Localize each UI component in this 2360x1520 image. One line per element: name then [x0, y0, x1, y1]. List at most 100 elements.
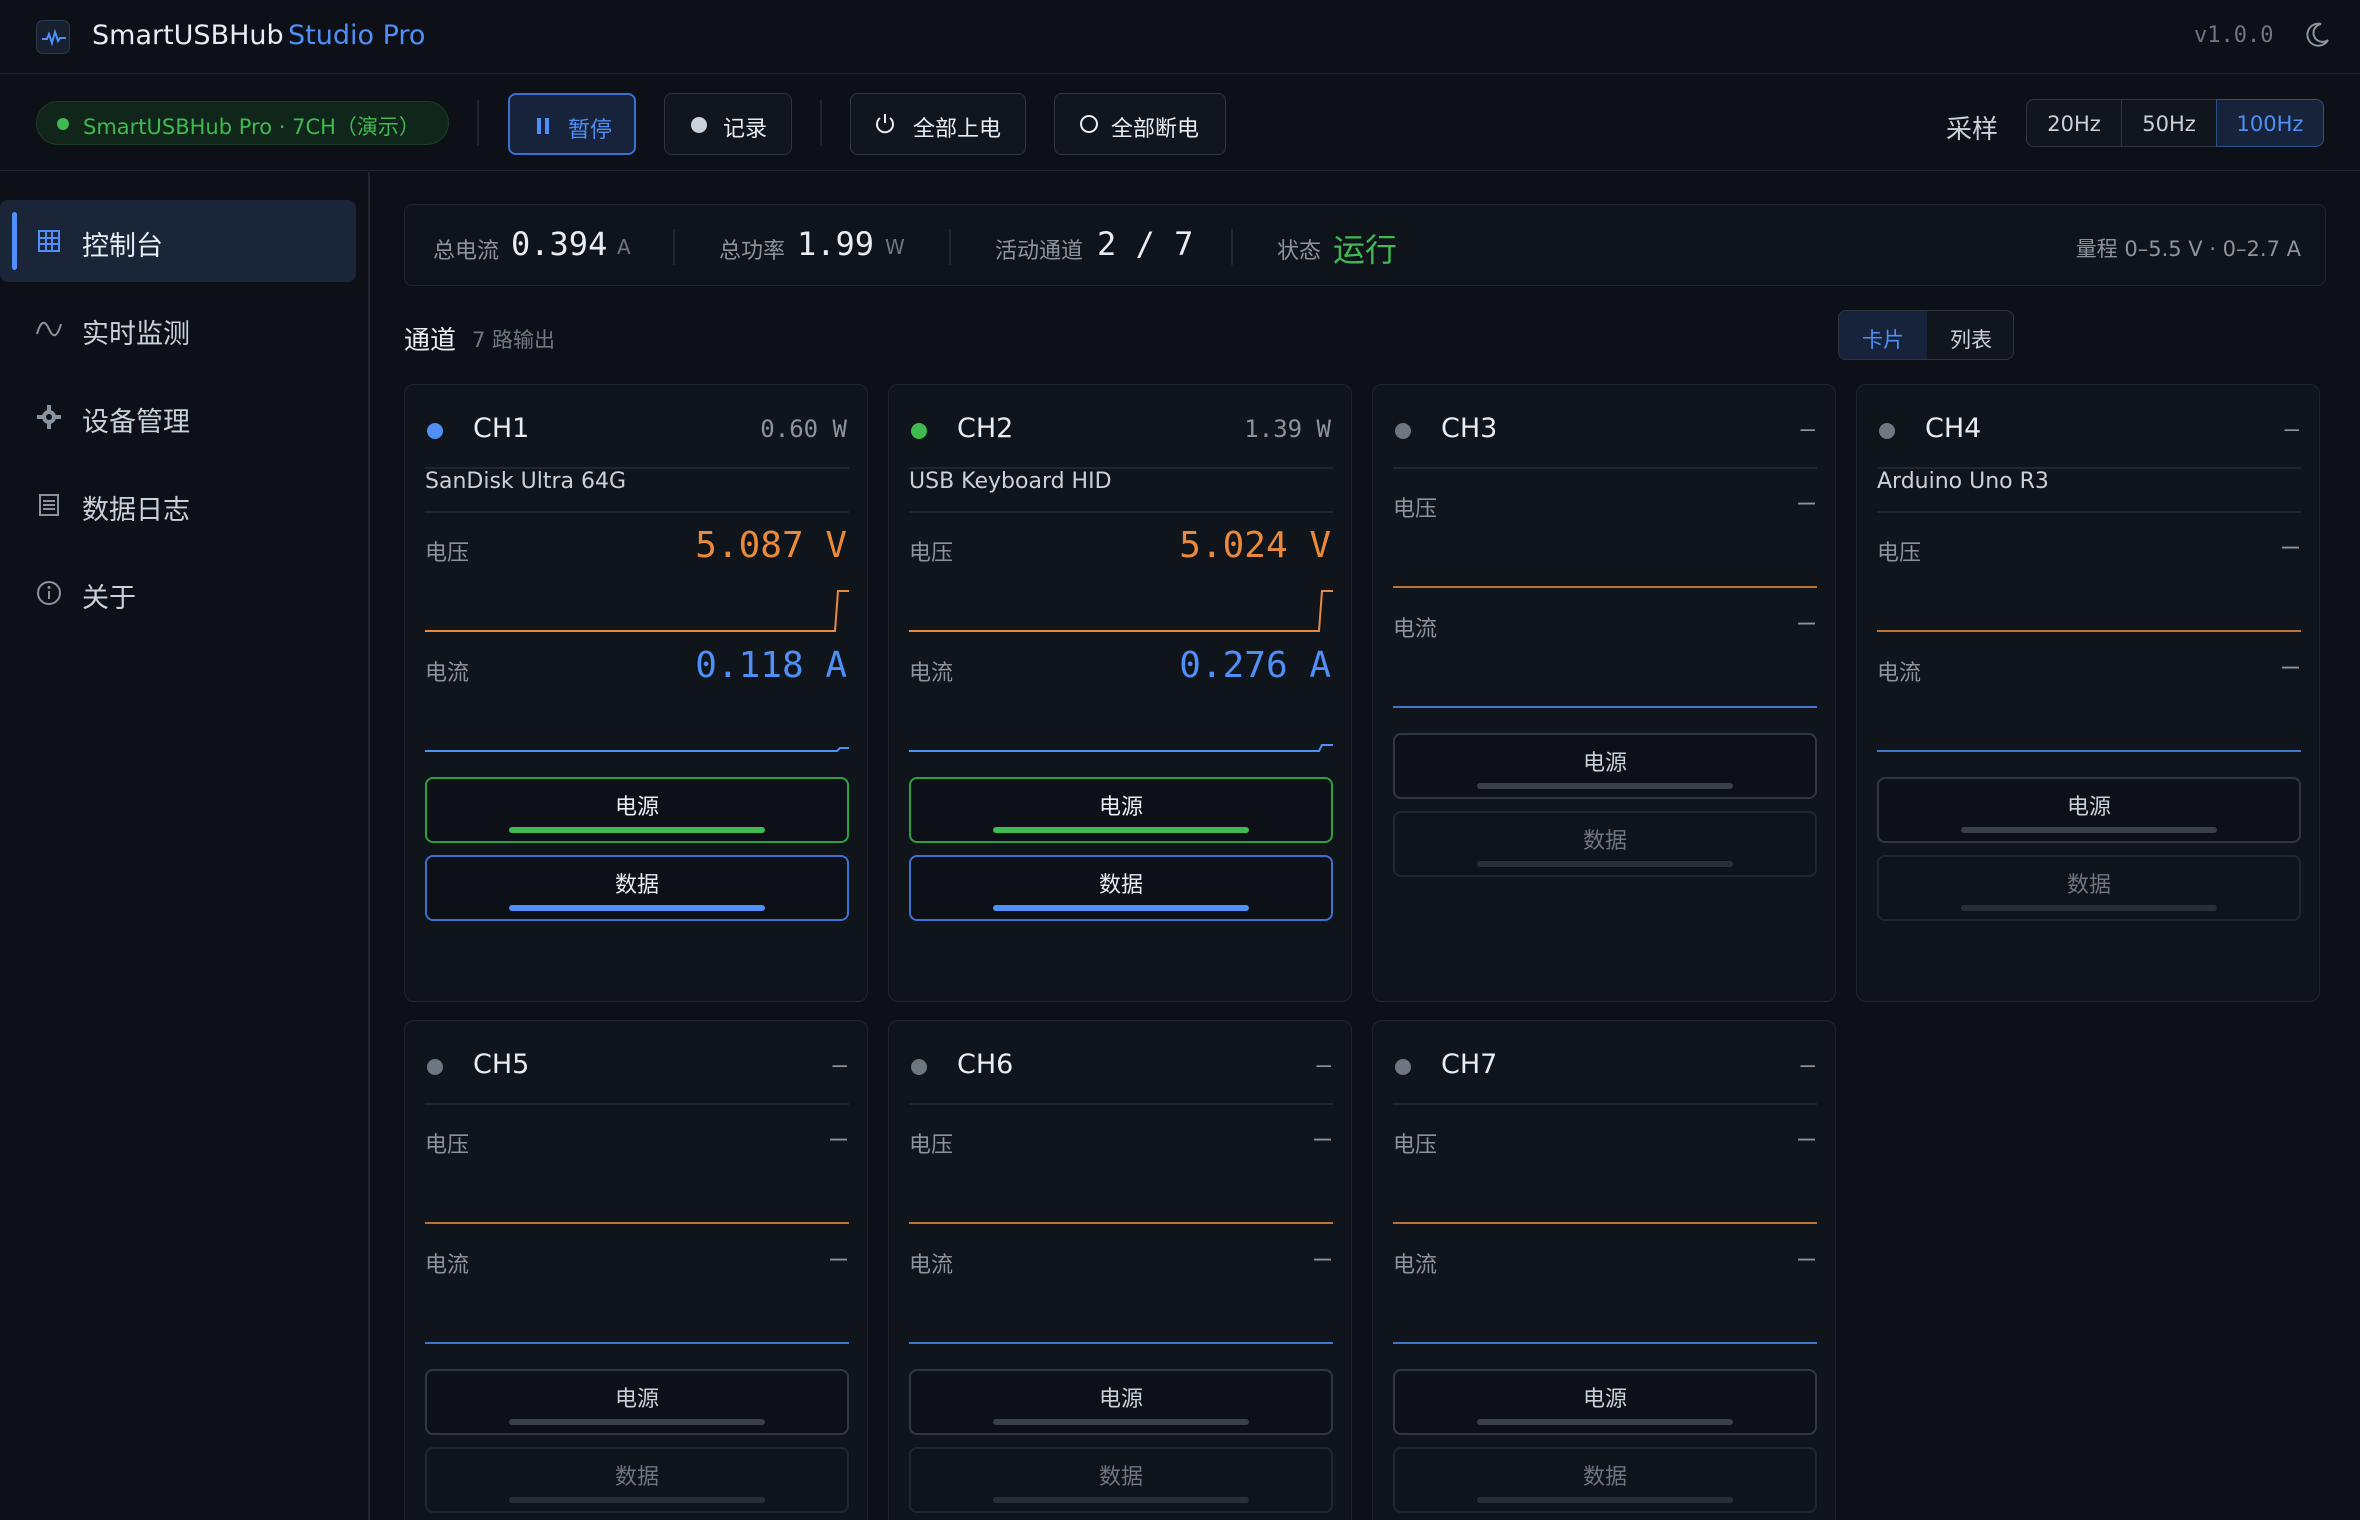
- power-toggle-label: 电源: [1098, 1387, 1143, 1412]
- data-toggle-label: 数据: [1098, 873, 1143, 898]
- data-toggle-button[interactable]: 数据: [1393, 1447, 1817, 1513]
- power-toggle-indicator: [993, 1419, 1249, 1425]
- record-icon: [691, 117, 707, 133]
- voltage-sparkline: [1393, 586, 1817, 588]
- voltage-sparkline: [1877, 630, 2301, 632]
- pause-button[interactable]: 暂停: [508, 93, 636, 155]
- data-toggle-button[interactable]: 数据: [909, 855, 1333, 921]
- card-divider: [425, 467, 849, 469]
- data-toggle-label: 数据: [1582, 829, 1627, 854]
- run-status-label: 状态: [1277, 239, 1322, 264]
- card-divider: [425, 1103, 849, 1105]
- voltage-label: 电压: [1393, 497, 1438, 522]
- sample-rate-100hz-label: 100Hz: [2236, 112, 2304, 136]
- sidebar-item-label: 控制台: [82, 231, 163, 262]
- power-toggle-button[interactable]: 电源: [1877, 777, 2301, 843]
- measurement-range: 量程 0–5.5 V · 0–2.7 A: [2075, 237, 2301, 261]
- card-divider: [425, 511, 849, 513]
- view-mode-list[interactable]: 列表: [1927, 311, 2013, 359]
- channel-name: CH5: [473, 1049, 530, 1080]
- card-divider: [909, 1103, 1333, 1105]
- power-toggle-indicator: [509, 827, 765, 833]
- voltage-value: —: [1798, 1121, 1815, 1154]
- sidebar-item-devices[interactable]: 设备管理: [0, 376, 356, 458]
- power-toggle-button[interactable]: 电源: [909, 777, 1333, 843]
- total-current-unit: A: [617, 235, 631, 259]
- sidebar-item-about[interactable]: 关于: [0, 552, 356, 634]
- channel-status-dot-icon: [1395, 423, 1411, 439]
- stats-divider: [673, 229, 675, 265]
- data-toggle-button[interactable]: 数据: [425, 1447, 849, 1513]
- data-toggle-button[interactable]: 数据: [425, 855, 849, 921]
- data-toggle-label: 数据: [2066, 873, 2111, 898]
- toolbar: SmartUSBHub Pro · 7CH（演示） 暂停 记录 全部上电 全部断…: [0, 75, 2360, 171]
- power-toggle-button[interactable]: 电源: [425, 777, 849, 843]
- grid-icon: [38, 230, 60, 252]
- voltage-sparkline: [425, 590, 849, 632]
- data-toggle-label: 数据: [614, 873, 659, 898]
- channel-card-ch5: CH5 — 电压 — 电流 — 电源 数据: [404, 1020, 868, 1520]
- channel-name: CH7: [1441, 1049, 1498, 1080]
- voltage-label: 电压: [1877, 541, 1922, 566]
- voltage-sparkline: [909, 590, 1333, 632]
- view-mode-list-label: 列表: [1950, 328, 1992, 352]
- current-value: —: [1798, 1241, 1815, 1274]
- all-power-on-button[interactable]: 全部上电: [850, 93, 1026, 155]
- data-toggle-label: 数据: [1582, 1465, 1627, 1490]
- voltage-sparkline: [425, 1222, 849, 1224]
- power-toggle-button[interactable]: 电源: [1393, 1369, 1817, 1435]
- channel-device-name: Arduino Uno R3: [1877, 469, 2049, 494]
- moon-icon[interactable]: [2302, 20, 2332, 50]
- view-mode-card[interactable]: 卡片: [1839, 311, 1927, 359]
- sidebar-item-label: 数据日志: [82, 495, 190, 526]
- total-power-value: 1.99: [797, 225, 875, 263]
- sample-rate-100hz[interactable]: 100Hz: [2216, 99, 2324, 147]
- wave-icon: [36, 321, 62, 337]
- all-power-off-button[interactable]: 全部断电: [1054, 93, 1226, 155]
- voltage-label: 电压: [909, 1133, 954, 1158]
- current-label: 电流: [425, 661, 470, 686]
- data-toggle-indicator: [993, 905, 1249, 911]
- channels-title: 通道: [404, 326, 457, 356]
- sidebar-item-monitor[interactable]: 实时监测: [0, 288, 356, 370]
- data-toggle-button[interactable]: 数据: [1393, 811, 1817, 877]
- channel-status-dot-icon: [1879, 423, 1895, 439]
- current-sparkline: [909, 744, 1333, 752]
- sidebar-item-dashboard[interactable]: 控制台: [0, 200, 356, 282]
- data-toggle-button[interactable]: 数据: [909, 1447, 1333, 1513]
- voltage-value: 5.024 V: [1179, 525, 1331, 566]
- all-power-off-label: 全部断电: [1111, 117, 1200, 142]
- card-divider: [909, 511, 1333, 513]
- voltage-label: 电压: [425, 1133, 470, 1158]
- power-icon: [876, 114, 894, 134]
- data-toggle-indicator: [1961, 905, 2217, 911]
- app-name: SmartUSBHub: [92, 20, 284, 51]
- record-button[interactable]: 记录: [664, 93, 792, 155]
- voltage-value: —: [830, 1121, 847, 1154]
- current-value: —: [2282, 649, 2299, 682]
- data-toggle-indicator: [509, 905, 765, 911]
- channel-status-dot-icon: [911, 423, 927, 439]
- data-toggle-indicator: [509, 1497, 765, 1503]
- sample-rate-20hz[interactable]: 20Hz: [2026, 99, 2122, 147]
- current-label: 电流: [1877, 661, 1922, 686]
- power-toggle-label: 电源: [1098, 795, 1143, 820]
- sample-rate-50hz[interactable]: 50Hz: [2121, 99, 2217, 147]
- power-toggle-indicator: [509, 1419, 765, 1425]
- channel-card-ch7: CH7 — 电压 — 电流 — 电源 数据: [1372, 1020, 1836, 1520]
- power-toggle-label: 电源: [614, 795, 659, 820]
- power-toggle-button[interactable]: 电源: [425, 1369, 849, 1435]
- info-icon: [37, 581, 61, 605]
- power-toggle-button[interactable]: 电源: [909, 1369, 1333, 1435]
- power-toggle-label: 电源: [2066, 795, 2111, 820]
- data-toggle-label: 数据: [1098, 1465, 1143, 1490]
- sidebar-item-logs[interactable]: 数据日志: [0, 464, 356, 546]
- circle-off-icon: [1080, 115, 1098, 133]
- data-toggle-button[interactable]: 数据: [1877, 855, 2301, 921]
- current-sparkline: [425, 1342, 849, 1344]
- current-sparkline: [1393, 706, 1817, 708]
- channel-power: —: [1800, 415, 1815, 443]
- power-toggle-button[interactable]: 电源: [1393, 733, 1817, 799]
- power-toggle-indicator: [993, 827, 1249, 833]
- power-toggle-indicator: [1477, 1419, 1733, 1425]
